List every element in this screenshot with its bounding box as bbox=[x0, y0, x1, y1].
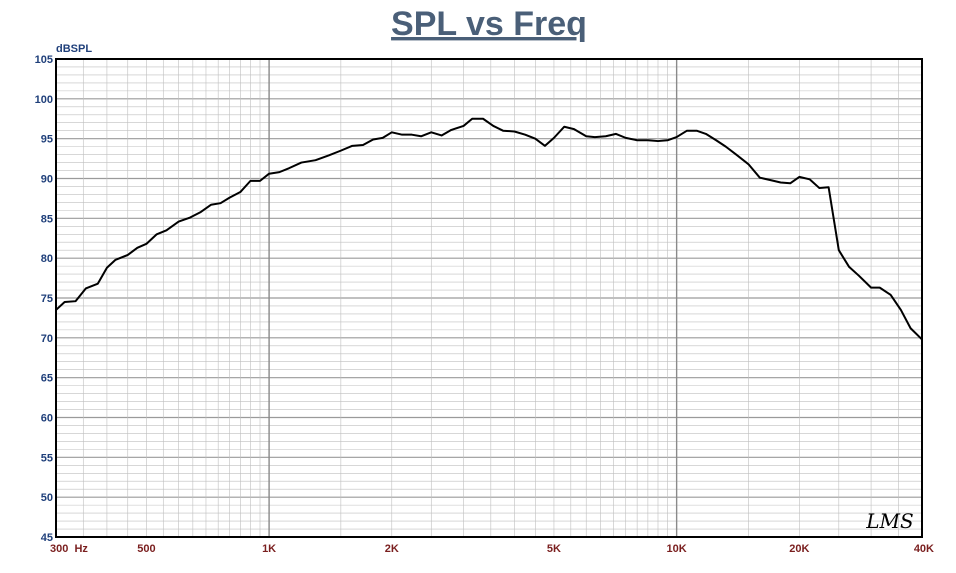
y-tick-label: 75 bbox=[41, 293, 53, 305]
y-tick-label: 100 bbox=[35, 94, 53, 106]
y-tick-labels: 45 50 55 60 65 70 75 80 85 90 95 100 105 bbox=[35, 54, 53, 544]
y-tick-label: 55 bbox=[41, 452, 53, 464]
y-tick-label: 90 bbox=[41, 174, 53, 186]
x-tick-label: 40K bbox=[914, 543, 934, 555]
y-tick-label: 70 bbox=[41, 333, 53, 345]
grid bbox=[56, 59, 922, 537]
y-tick-label: 80 bbox=[41, 253, 53, 265]
y-tick-label: 45 bbox=[41, 532, 53, 544]
x-tick-label: 10K bbox=[667, 543, 687, 555]
x-tick-label: 300 Hz bbox=[50, 543, 88, 555]
chart-title: SPL vs Freq bbox=[391, 5, 587, 43]
y-tick-label: 50 bbox=[41, 492, 53, 504]
x-tick-label: 1K bbox=[262, 543, 276, 555]
y-tick-label: 65 bbox=[41, 373, 53, 385]
y-axis-label: dBSPL bbox=[56, 43, 92, 55]
spl-series-line bbox=[55, 117, 923, 341]
y-tick-label: 105 bbox=[35, 54, 53, 66]
x-tick-label: 2K bbox=[385, 543, 399, 555]
x-tick-label: 500 bbox=[137, 543, 155, 555]
x-tick-label: 20K bbox=[789, 543, 809, 555]
lms-watermark: LMS bbox=[865, 509, 913, 533]
y-tick-label: 60 bbox=[41, 413, 53, 425]
y-tick-label: 95 bbox=[41, 134, 53, 146]
plot-frame bbox=[55, 58, 923, 538]
x-tick-label: 5K bbox=[547, 543, 561, 555]
y-tick-label: 85 bbox=[41, 213, 53, 225]
x-tick-labels: 300 Hz 500 1K 2K 5K 10K 20K 40K bbox=[50, 543, 934, 555]
